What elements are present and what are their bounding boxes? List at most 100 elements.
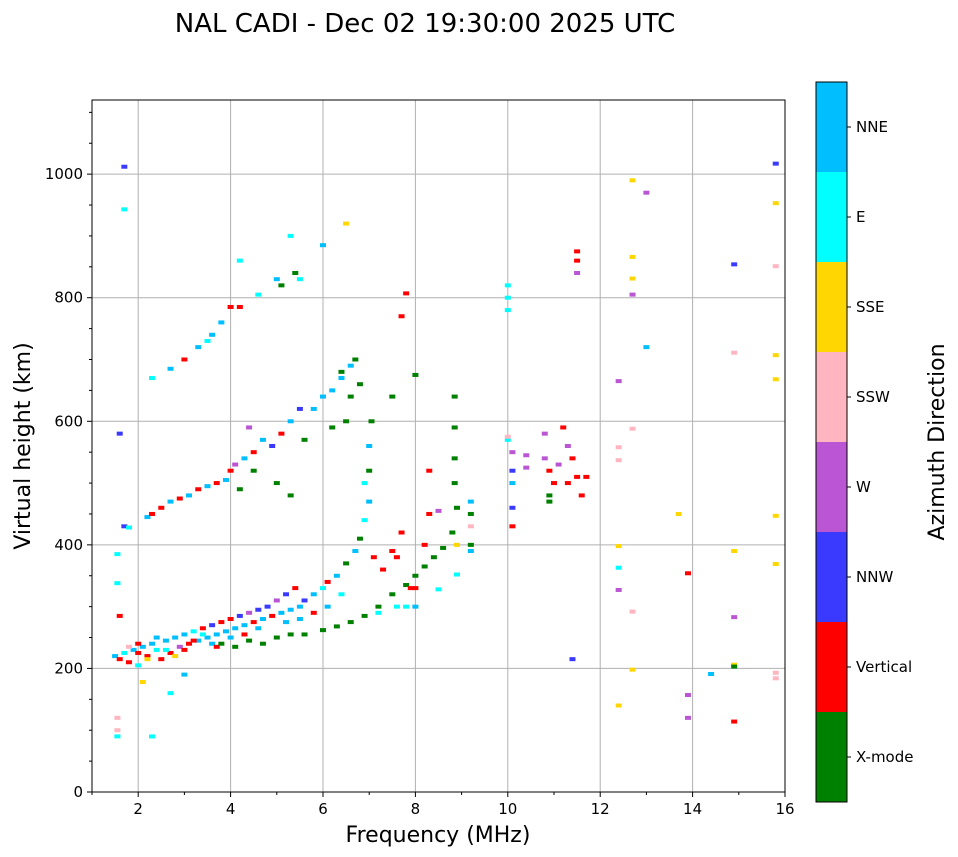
colorbar-label-w: W (856, 478, 871, 496)
y-tick-label: 600 (54, 412, 83, 430)
point-x-mode (356, 382, 363, 387)
point-nnw (116, 431, 123, 436)
point-vertical (213, 644, 220, 649)
axis-ticks: 2 4 6 8 10 12 14 16 0 200 400 600 800 1000 (45, 111, 795, 818)
point-nnw (569, 657, 576, 662)
point-sse (772, 201, 779, 206)
point-e (615, 565, 622, 570)
colorbar-segment-x-mode (816, 712, 847, 802)
colorbar-label-ssw: SSW (856, 388, 890, 406)
point-nne (195, 345, 202, 350)
x-tick-label: 14 (683, 800, 702, 818)
point-sse (772, 513, 779, 518)
point-x-mode (731, 664, 738, 669)
point-vertical (509, 524, 516, 529)
point-ssw (629, 609, 636, 614)
point-w (176, 644, 183, 649)
point-e (504, 295, 511, 300)
point-nne (287, 419, 294, 424)
point-vertical (116, 657, 123, 662)
point-vertical (278, 431, 285, 436)
colorbar: X-mode Vertical NNW W SSW SSE E NNE (815, 81, 913, 803)
point-w (731, 615, 738, 620)
colorbar-label-sse: SSE (856, 298, 885, 316)
point-vertical (426, 511, 433, 516)
x-tick-label: 16 (775, 800, 794, 818)
x-tick-label: 10 (498, 800, 517, 818)
point-e (125, 525, 132, 530)
point-vertical (574, 258, 581, 263)
point-x-mode (375, 604, 382, 609)
point-nne (218, 320, 225, 325)
point-nnw (509, 505, 516, 510)
point-sse (629, 667, 636, 672)
point-vertical (564, 481, 571, 486)
point-x-mode (287, 632, 294, 637)
point-nne (287, 607, 294, 612)
point-x-mode (320, 628, 326, 633)
point-nnw (509, 468, 516, 473)
point-ssw (772, 670, 779, 675)
point-x-mode (246, 638, 253, 643)
y-tick-label: 400 (54, 536, 83, 554)
colorbar-label: Azimuth Direction (925, 343, 950, 540)
point-vertical (310, 610, 317, 615)
point-ssw (772, 676, 779, 681)
point-e (121, 650, 128, 655)
point-nne (209, 641, 216, 646)
point-x-mode (412, 372, 419, 377)
point-nne (320, 394, 326, 399)
point-vertical (227, 304, 234, 309)
point-nne (222, 477, 229, 482)
point-vertical (135, 650, 142, 655)
point-nne (708, 671, 715, 676)
chart-title: NAL CADI - Dec 02 19:30:00 2025 UTC (175, 9, 675, 39)
point-e (361, 481, 368, 486)
point-vertical (176, 496, 183, 501)
point-ssw (615, 458, 622, 463)
point-sse (772, 353, 779, 358)
point-vertical (389, 549, 396, 554)
point-w (246, 610, 253, 615)
point-x-mode (546, 493, 553, 498)
point-x-mode (449, 530, 456, 535)
point-nne (204, 635, 211, 640)
point-w (574, 271, 581, 275)
point-x-mode (287, 493, 294, 498)
x-tick-label: 2 (133, 800, 143, 818)
point-e (453, 572, 460, 577)
point-e (504, 308, 511, 313)
point-nne (213, 632, 220, 637)
colorbar-segment-e (816, 172, 847, 262)
point-ssw (504, 434, 511, 439)
y-tick-label: 800 (54, 289, 83, 307)
point-x-mode (368, 419, 375, 424)
point-sse (675, 511, 682, 516)
point-x-mode (467, 511, 474, 516)
point-vertical (574, 249, 581, 254)
point-nne (366, 499, 373, 504)
grid-lines (92, 100, 786, 793)
point-x-mode (451, 456, 458, 461)
point-e (153, 647, 160, 652)
point-sse (172, 654, 179, 659)
point-w (232, 462, 239, 467)
point-nne (324, 604, 331, 609)
point-sse (629, 276, 636, 281)
point-sse (343, 221, 350, 226)
point-sse (629, 178, 636, 183)
point-sse (772, 562, 779, 567)
point-e (114, 552, 121, 557)
point-nne (130, 647, 137, 652)
point-x-mode (352, 357, 359, 362)
point-e (361, 518, 368, 523)
point-vertical (116, 613, 123, 618)
point-ssw (629, 426, 636, 431)
point-nne (310, 592, 317, 597)
point-x-mode (236, 487, 243, 492)
point-nne (232, 626, 239, 631)
point-x-mode (389, 592, 396, 597)
point-vertical (574, 474, 581, 479)
point-nnw (301, 598, 308, 603)
point-e (255, 292, 262, 297)
